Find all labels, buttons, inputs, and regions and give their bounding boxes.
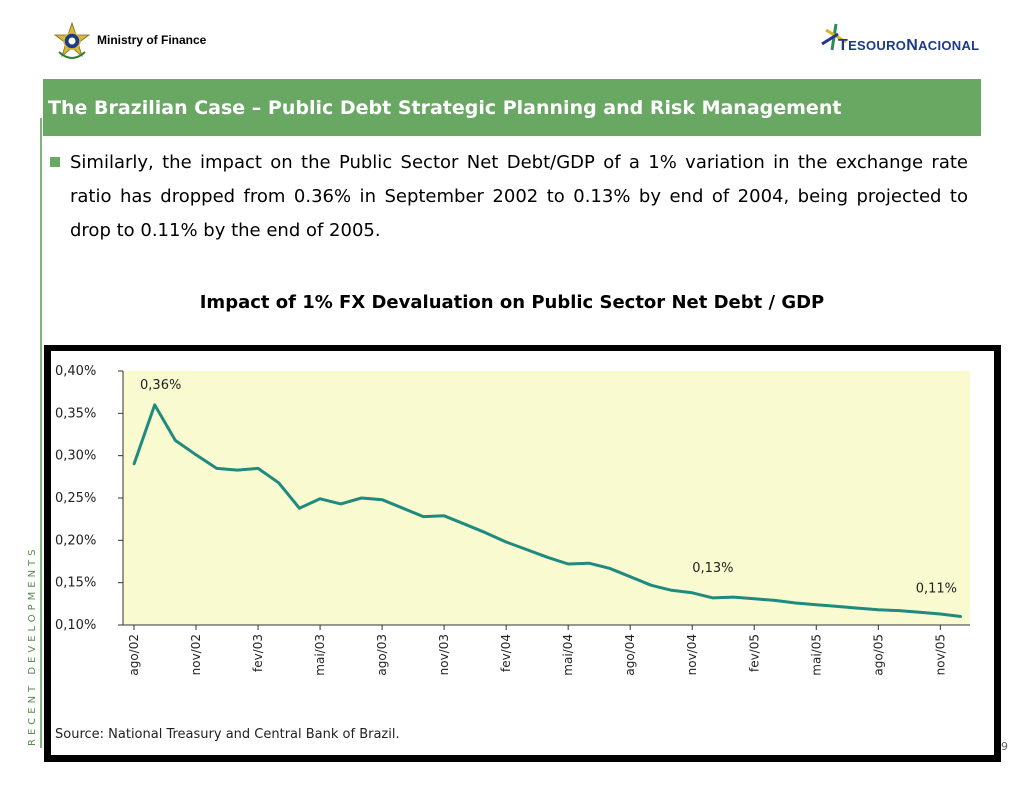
data-point [484, 531, 487, 534]
data-point [587, 561, 591, 565]
data-point [504, 540, 508, 544]
plot-area [123, 371, 970, 625]
y-tick-label: 0,15% [55, 576, 96, 591]
data-point [732, 595, 735, 599]
x-tick-label: nov/02 [189, 634, 203, 675]
left-divider [40, 118, 42, 748]
data-point [422, 515, 425, 518]
data-point [629, 575, 632, 578]
y-tick-label: 0,30% [55, 449, 96, 464]
x-tick-label: ago/03 [375, 634, 389, 676]
tesouro-nacional-logo [821, 23, 847, 51]
data-point [236, 468, 239, 472]
x-tick-label: fev/04 [499, 634, 513, 672]
data-point [959, 615, 963, 618]
data-point [256, 467, 260, 470]
data-point [794, 601, 797, 605]
tesouro-nacional-wordmark: TESOURONACIONAL [838, 37, 980, 54]
y-tick-label: 0,35% [55, 406, 96, 421]
data-point [835, 605, 839, 608]
fx-impact-line-chart: 0,10% 0,15% 0,20% 0,25% 0,30% 0,35% 0,40% ago/0… [55, 364, 970, 742]
x-tick-label: nov/05 [933, 634, 947, 675]
data-point [380, 498, 384, 501]
data-point [649, 584, 653, 587]
data-point [608, 567, 611, 570]
data-point [463, 523, 466, 526]
y-tick-label: 0,10% [55, 618, 96, 633]
data-point [525, 548, 529, 551]
y-tick-label: 0,40% [55, 364, 96, 379]
x-tick-label: mai/04 [561, 634, 575, 676]
bullet-square-icon [50, 157, 60, 167]
slide-title-bar: The Brazilian Case – Public Debt Strateg… [43, 79, 981, 136]
x-tick-label: ago/05 [871, 634, 885, 676]
x-tick-label: nov/03 [437, 634, 451, 675]
x-tick-label: nov/04 [685, 634, 699, 675]
data-point [546, 556, 549, 559]
data-point [566, 562, 570, 566]
slide-title: The Brazilian Case – Public Debt Strateg… [48, 96, 842, 119]
data-point [174, 439, 177, 442]
data-point [194, 453, 198, 457]
data-point [339, 502, 342, 506]
data-point [897, 609, 901, 612]
x-tick-label: ago/04 [623, 634, 637, 676]
chart-title: Impact of 1% FX Devaluation on Public Se… [199, 292, 825, 313]
data-point [132, 462, 136, 466]
data-point [877, 608, 880, 611]
bullet-text: Similarly, the impact on the Public Sect… [70, 152, 968, 241]
x-tick-label: mai/03 [313, 634, 327, 676]
y-tick-label: 0,25% [55, 491, 96, 506]
data-point [360, 496, 363, 500]
data-point [670, 589, 673, 592]
data-point [753, 597, 756, 600]
data-point [939, 612, 942, 616]
data-annotation: 0,13% [692, 561, 733, 576]
data-point [442, 514, 446, 517]
data-point [711, 596, 715, 600]
data-point [298, 506, 301, 510]
data-annotation: 0,11% [916, 582, 957, 597]
x-tick-label: fev/03 [251, 634, 265, 672]
brazil-coat-of-arms-icon [53, 22, 91, 59]
x-tick-label: ago/02 [127, 634, 141, 676]
page-number: 9 [1001, 740, 1008, 753]
data-point [401, 506, 404, 510]
data-point [856, 606, 859, 610]
data-point [918, 611, 921, 614]
data-point [815, 603, 818, 606]
data-annotation: 0,36% [140, 378, 181, 393]
data-point [318, 497, 322, 501]
ministry-label: Ministry of Finance [97, 33, 207, 47]
data-point [691, 591, 694, 595]
side-section-label: RECENT DEVELOPMENTS [27, 545, 38, 746]
data-point [215, 467, 218, 470]
data-point [773, 599, 777, 602]
x-tick-label: fev/05 [747, 634, 761, 672]
data-point [277, 481, 280, 484]
data-point [153, 403, 156, 407]
y-tick-label: 0,20% [55, 533, 96, 548]
x-tick-label: mai/05 [809, 634, 823, 676]
chart-source: Source: National Treasury and Central Ba… [55, 727, 400, 742]
